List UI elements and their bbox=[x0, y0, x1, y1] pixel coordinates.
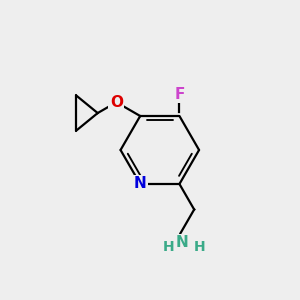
Text: N: N bbox=[134, 176, 147, 191]
Text: H: H bbox=[194, 240, 206, 254]
Text: H: H bbox=[163, 240, 175, 254]
Text: N: N bbox=[176, 235, 189, 250]
Text: F: F bbox=[174, 87, 184, 102]
Text: O: O bbox=[110, 95, 123, 110]
